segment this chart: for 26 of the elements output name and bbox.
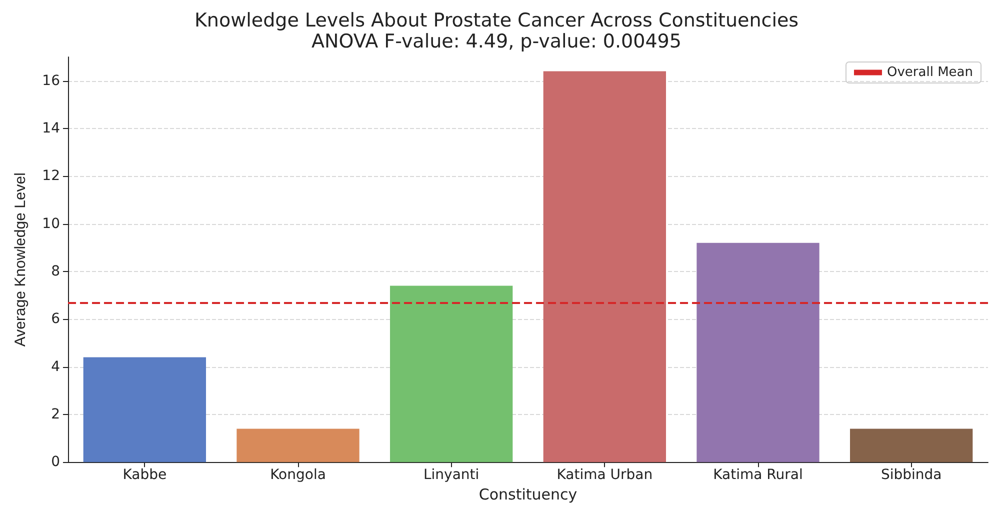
x-tick-label: Sibbinda: [880, 467, 942, 484]
bar: [236, 428, 360, 462]
y-tick-label: 16: [42, 72, 60, 89]
x-tick-label: Linyanti: [423, 467, 480, 484]
bar: [543, 71, 666, 462]
chart-subtitle: ANOVA F-value: 4.49, p-value: 0.00495: [312, 30, 682, 52]
y-tick-label: 0: [51, 454, 60, 470]
y-tick-label: 12: [42, 168, 60, 184]
bar: [850, 428, 973, 462]
y-axis-title: Average Knowledge Level: [12, 172, 29, 347]
y-tick-label: 14: [42, 120, 60, 136]
x-tick-label: Kabbe: [122, 467, 167, 484]
chart-title: Knowledge Levels About Prostate Cancer Across Constituencies: [194, 10, 799, 32]
bar: [83, 357, 206, 462]
x-tick-label: Kongola: [270, 467, 326, 484]
legend-label: Overall Mean: [886, 65, 974, 80]
y-tick-label: 4: [51, 358, 60, 375]
x-axis-title: Constituency: [478, 486, 578, 504]
y-tick-label: 2: [51, 406, 60, 422]
bar: [390, 286, 513, 462]
x-tick-label: Katima Rural: [713, 467, 803, 484]
y-tick-label: 10: [42, 216, 60, 232]
bar: [696, 242, 820, 462]
y-tick-label: 6: [51, 311, 60, 328]
x-tick-label: Katima Urban: [556, 467, 653, 484]
y-tick-label: 8: [51, 263, 60, 280]
